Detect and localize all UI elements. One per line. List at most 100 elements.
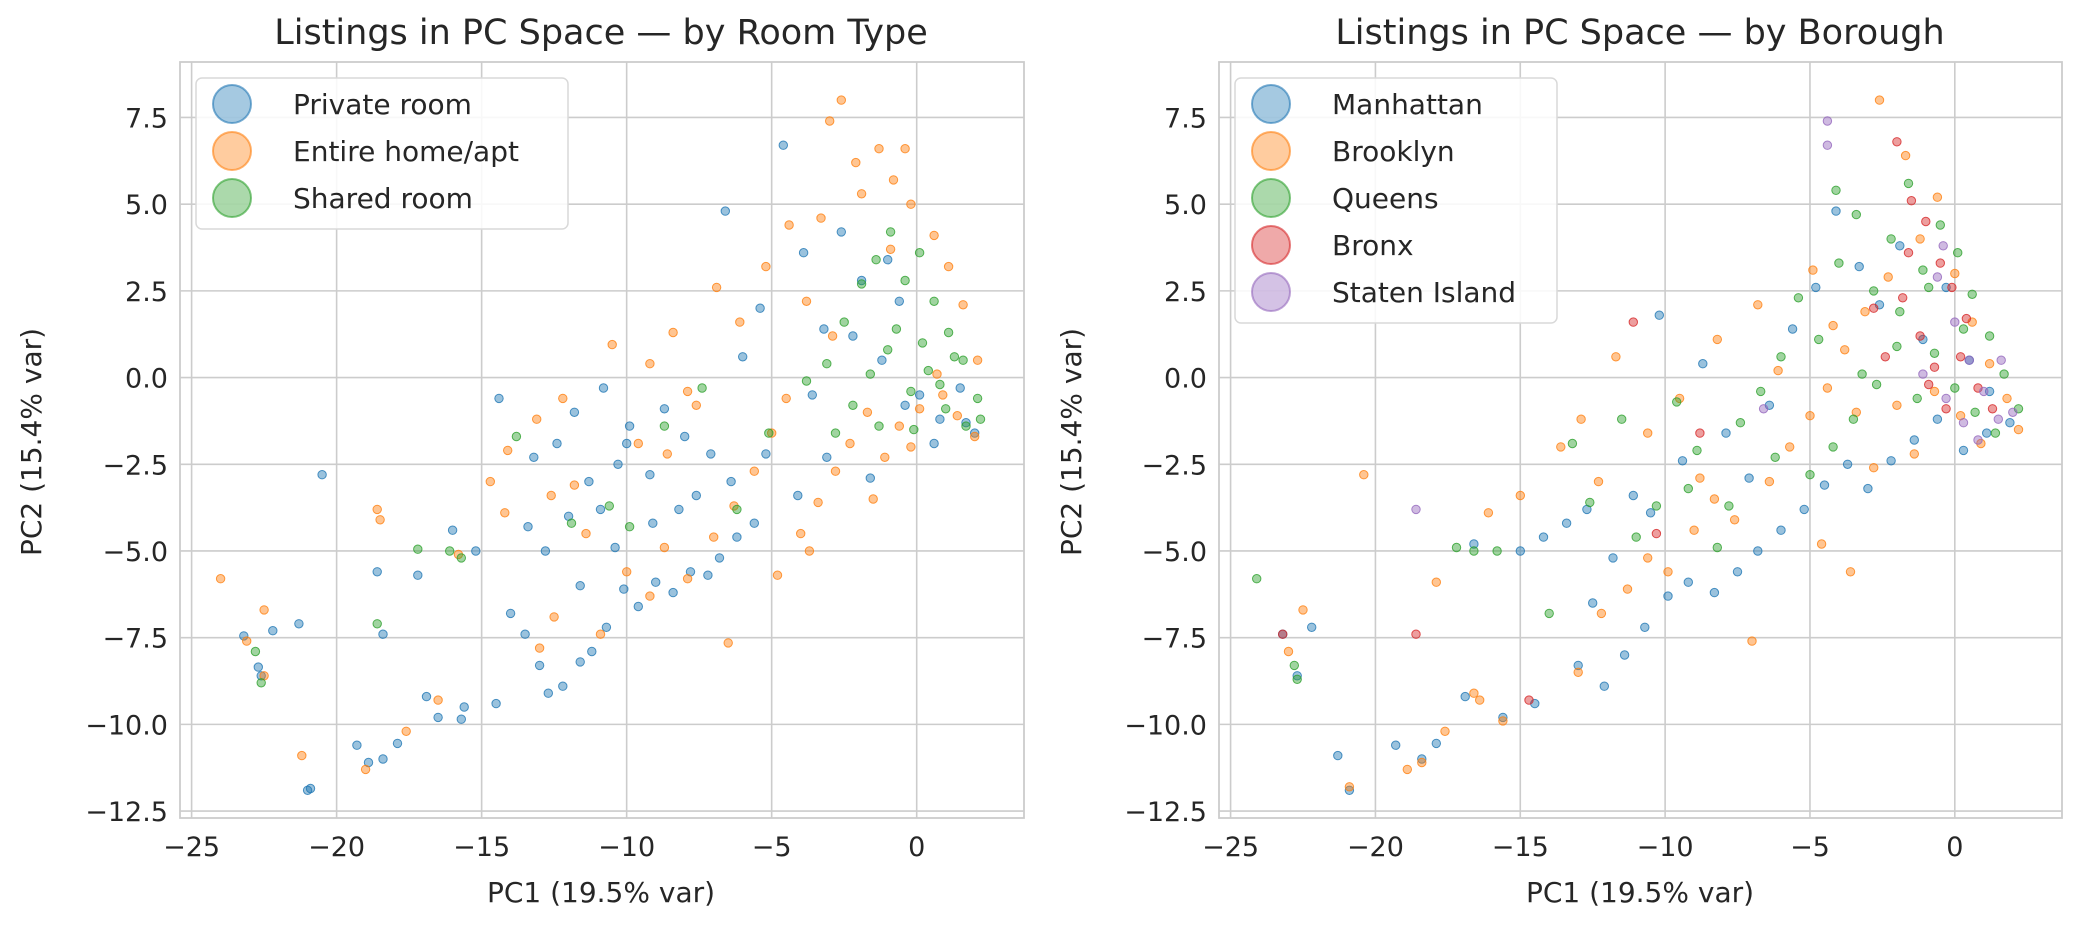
data-point <box>1617 414 1627 424</box>
data-point <box>1538 532 1549 542</box>
data-point <box>1663 591 1673 601</box>
data-point <box>659 404 670 414</box>
data-point <box>1924 379 1934 390</box>
data-point <box>749 466 759 476</box>
data-point <box>302 785 313 795</box>
data-point <box>352 740 362 750</box>
data-point <box>259 605 269 615</box>
data-point <box>523 522 533 532</box>
data-point <box>503 445 513 456</box>
y-tick-label: 0.0 <box>1164 364 1207 395</box>
data-point <box>801 296 812 306</box>
data-point <box>900 275 910 286</box>
data-point <box>732 504 742 515</box>
data-point <box>297 750 307 761</box>
data-point <box>215 574 226 584</box>
y-ticks: −12.5 −10.0 −7.5 −5.0 −2.5 0.0 2.5 5.0 7.5 <box>1124 103 1207 828</box>
data-point <box>735 317 745 327</box>
data-point <box>659 421 670 431</box>
data-point <box>471 546 481 556</box>
data-point <box>645 359 655 369</box>
data-point <box>1892 137 1902 147</box>
data-point <box>1909 435 1920 445</box>
data-point <box>1695 428 1705 438</box>
data-point <box>558 681 568 691</box>
data-point <box>601 622 612 632</box>
data-point <box>1842 459 1853 469</box>
legend-marker <box>1251 131 1291 171</box>
plot-frame <box>179 61 1025 819</box>
data-point <box>1892 341 1902 352</box>
data-point <box>1411 629 1421 639</box>
data-point <box>943 327 954 338</box>
data-point <box>778 140 788 150</box>
data-point <box>1515 490 1526 501</box>
data-point <box>682 574 693 584</box>
data-point <box>880 452 890 462</box>
data-point <box>1895 307 1905 317</box>
data-point <box>1958 418 1969 428</box>
data-point <box>839 317 849 327</box>
data-point <box>885 227 896 237</box>
data-point <box>1698 359 1708 369</box>
data-point <box>1898 293 1908 303</box>
data-point <box>1483 508 1494 518</box>
data-point <box>816 213 826 223</box>
data-point <box>1417 757 1427 768</box>
legend-marker <box>212 84 252 124</box>
data-point <box>1298 605 1308 615</box>
data-point <box>1941 393 1951 404</box>
data-point <box>943 261 954 272</box>
data-point <box>1874 95 1885 105</box>
data-point <box>825 116 835 126</box>
data-point <box>822 359 832 369</box>
data-point <box>1619 650 1630 660</box>
data-point <box>1561 518 1572 528</box>
data-point <box>1854 261 1864 272</box>
data-point <box>633 601 643 612</box>
data-point <box>619 584 629 594</box>
data-point <box>935 379 945 390</box>
data-point <box>1814 334 1824 345</box>
data-point <box>827 331 838 341</box>
data-point <box>830 428 841 438</box>
x-tick-label: −5 <box>752 832 792 863</box>
data-point <box>1498 712 1508 723</box>
data-point <box>1915 331 1925 341</box>
data-point <box>723 638 733 648</box>
data-point <box>1935 220 1946 230</box>
data-point <box>532 414 542 424</box>
data-point <box>668 327 678 338</box>
data-point <box>1753 300 1763 310</box>
data-point <box>894 421 904 431</box>
data-point <box>877 355 887 365</box>
data-point <box>413 570 423 580</box>
data-point <box>1857 369 1867 379</box>
x-axis-label: PC1 (19.5% var) <box>1526 876 1754 909</box>
data-point <box>540 546 551 556</box>
x-tick-label: 0 <box>908 832 925 863</box>
y-tick-label: −10.0 <box>1124 710 1207 741</box>
data-point <box>659 542 670 553</box>
grid <box>180 62 1024 818</box>
data-point <box>767 428 777 438</box>
data-point <box>1935 258 1946 268</box>
data-point <box>1912 393 1922 404</box>
y-tick-label: 5.0 <box>125 190 168 221</box>
data-point <box>645 591 655 601</box>
data-point <box>822 452 832 462</box>
y-tick-label: −12.5 <box>85 797 168 828</box>
data-point <box>1524 695 1534 705</box>
data-point <box>1709 494 1720 504</box>
data-point <box>958 355 968 365</box>
legend-label: Manhattan <box>1332 88 1483 121</box>
data-point <box>549 612 559 622</box>
data-point <box>1929 348 1940 358</box>
data-point <box>569 480 580 490</box>
data-point <box>1831 206 1841 216</box>
data-point <box>505 608 516 619</box>
data-point <box>1712 542 1723 553</box>
legend-label: Brooklyn <box>1332 135 1455 168</box>
data-point <box>2008 407 2018 417</box>
data-point <box>1979 386 1989 397</box>
